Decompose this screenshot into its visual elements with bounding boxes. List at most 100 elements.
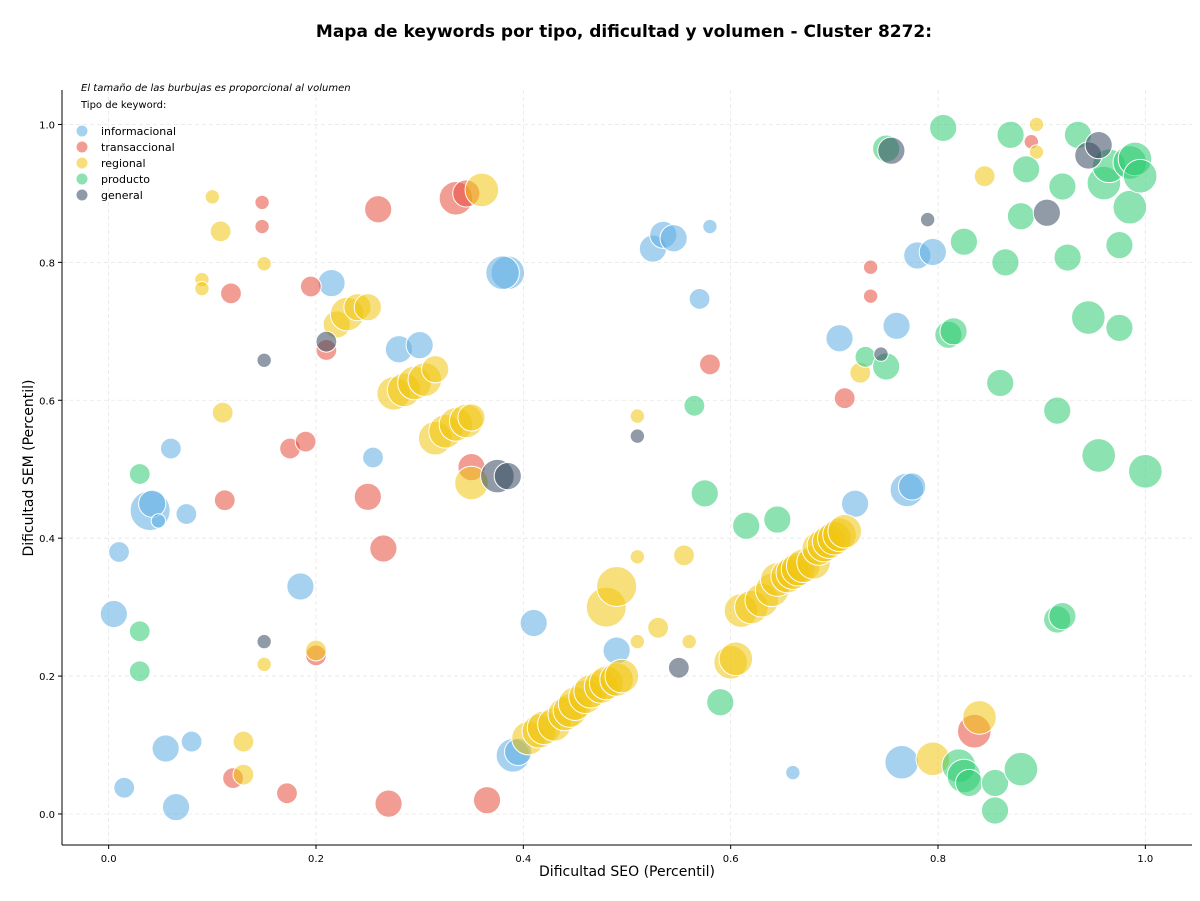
bubble-informacional bbox=[785, 764, 801, 781]
bubble-informacional bbox=[159, 437, 182, 460]
bubble-regional bbox=[596, 565, 638, 607]
bubble-informacional bbox=[151, 734, 180, 763]
bubble-regional bbox=[629, 408, 646, 424]
y-tick-label: 0.8 bbox=[39, 258, 55, 269]
bubble-regional bbox=[1028, 116, 1045, 133]
bubble-general bbox=[256, 633, 272, 650]
bubble-regional bbox=[232, 730, 255, 753]
bubble-producto bbox=[763, 505, 792, 534]
bubble-transaccional bbox=[213, 489, 236, 512]
bubble-producto bbox=[1128, 453, 1163, 489]
x-axis-label: Dificultad SEO (Percentil) bbox=[539, 864, 715, 880]
ticks: 0.0 0.2 0.4 0.6 0.8 1.0 0.0 0.2 0.4 0.6 0.8 1.0 bbox=[39, 120, 1153, 865]
bubble-general bbox=[873, 346, 889, 362]
bubble-producto bbox=[929, 113, 958, 143]
bubble-transaccional bbox=[472, 786, 502, 815]
bubble-producto bbox=[1105, 313, 1134, 342]
bubble-informacional bbox=[659, 224, 688, 253]
bubble-general bbox=[667, 656, 690, 679]
legend-label-producto: producto bbox=[101, 173, 150, 186]
bubble-transaccional bbox=[369, 534, 398, 563]
legend-marker-transaccional bbox=[76, 141, 88, 153]
bubble-producto bbox=[1048, 172, 1077, 201]
bubble-producto bbox=[732, 511, 761, 540]
bubble-producto bbox=[1071, 300, 1106, 335]
y-tick-label: 0.4 bbox=[39, 534, 55, 545]
bubble-general bbox=[919, 211, 936, 228]
bubble-informacional bbox=[405, 331, 434, 360]
bubble-producto bbox=[1006, 202, 1036, 231]
y-tick-label: 0.6 bbox=[39, 396, 55, 407]
bubble-producto bbox=[991, 248, 1020, 277]
bubble-regional bbox=[256, 256, 272, 272]
y-tick-label: 0.0 bbox=[39, 810, 55, 821]
bubble-transaccional bbox=[276, 782, 298, 805]
bubble-informacional bbox=[175, 503, 198, 525]
x-tick-label: 0.2 bbox=[308, 854, 324, 865]
bubble-transaccional bbox=[254, 218, 270, 235]
bubble-transaccional bbox=[862, 259, 879, 275]
bubble-informacional bbox=[884, 744, 920, 780]
bubble-regional bbox=[647, 616, 670, 639]
bubble-informacional bbox=[688, 288, 711, 310]
bubble-producto bbox=[955, 768, 984, 798]
y-tick-label: 0.2 bbox=[39, 672, 55, 683]
legend-marker-regional bbox=[76, 157, 88, 169]
bubble-regional bbox=[973, 165, 996, 188]
bubble-transaccional bbox=[699, 353, 721, 376]
bubble-informacional bbox=[882, 311, 911, 340]
bubble-regional bbox=[194, 280, 210, 297]
bubble-regional bbox=[305, 639, 327, 662]
bubble-informacional bbox=[286, 572, 315, 601]
bubble-producto bbox=[128, 463, 151, 485]
bubble-producto bbox=[1048, 601, 1077, 631]
bubble-transaccional bbox=[294, 430, 317, 453]
bubble-regional bbox=[962, 700, 997, 735]
bubble-transaccional bbox=[862, 288, 879, 304]
bubble-informacional bbox=[99, 599, 128, 629]
volume-note: El tamaño de las burbujas es proporciona… bbox=[81, 83, 351, 94]
bubble-transaccional bbox=[299, 275, 322, 298]
bubble-producto bbox=[1105, 231, 1134, 260]
bubble-producto bbox=[706, 688, 735, 717]
bubble-informacional bbox=[485, 255, 520, 291]
bubble-producto bbox=[1053, 243, 1082, 272]
bubble-producto bbox=[683, 394, 706, 417]
bubble-producto bbox=[949, 227, 979, 256]
bubble-informacional bbox=[519, 608, 548, 638]
bubble-producto bbox=[1112, 189, 1148, 225]
legend-marker-producto bbox=[76, 173, 88, 185]
bubble-regional bbox=[827, 513, 863, 549]
bubble-general bbox=[493, 462, 522, 491]
bubble-regional bbox=[457, 403, 486, 432]
bubble-informacional bbox=[840, 489, 870, 518]
bubble-transaccional bbox=[374, 789, 403, 818]
bubble-regional bbox=[718, 641, 754, 677]
chart-title: Mapa de keywords por tipo, dificultad y … bbox=[316, 22, 932, 42]
bubble-regional bbox=[204, 189, 221, 205]
bubble-producto bbox=[690, 479, 719, 508]
x-tick-label: 0.6 bbox=[723, 854, 739, 865]
bubble-producto bbox=[1043, 396, 1072, 425]
bubble-general bbox=[256, 352, 272, 368]
legend-label-regional: regional bbox=[101, 157, 146, 170]
bubble-transaccional bbox=[364, 195, 393, 224]
bubble-regional bbox=[209, 220, 232, 243]
bubble-producto bbox=[939, 317, 968, 346]
legend-label-general: general bbox=[101, 189, 143, 202]
bubble-informacional bbox=[362, 446, 384, 469]
bubble-regional bbox=[353, 293, 382, 322]
bubble-producto bbox=[1081, 438, 1116, 473]
series-regional bbox=[194, 116, 1045, 786]
bubble-general bbox=[629, 428, 646, 444]
bubble-transaccional bbox=[254, 194, 270, 211]
legend-label-transaccional: transaccional bbox=[101, 141, 175, 154]
bubble-informacional bbox=[138, 489, 167, 518]
bubble-producto bbox=[986, 368, 1015, 398]
y-tick-label: 1.0 bbox=[39, 120, 55, 131]
series-informacional bbox=[99, 218, 947, 822]
legend: Tipo de keyword: informacional transaccio… bbox=[76, 100, 176, 202]
x-tick-label: 1.0 bbox=[1137, 854, 1153, 865]
